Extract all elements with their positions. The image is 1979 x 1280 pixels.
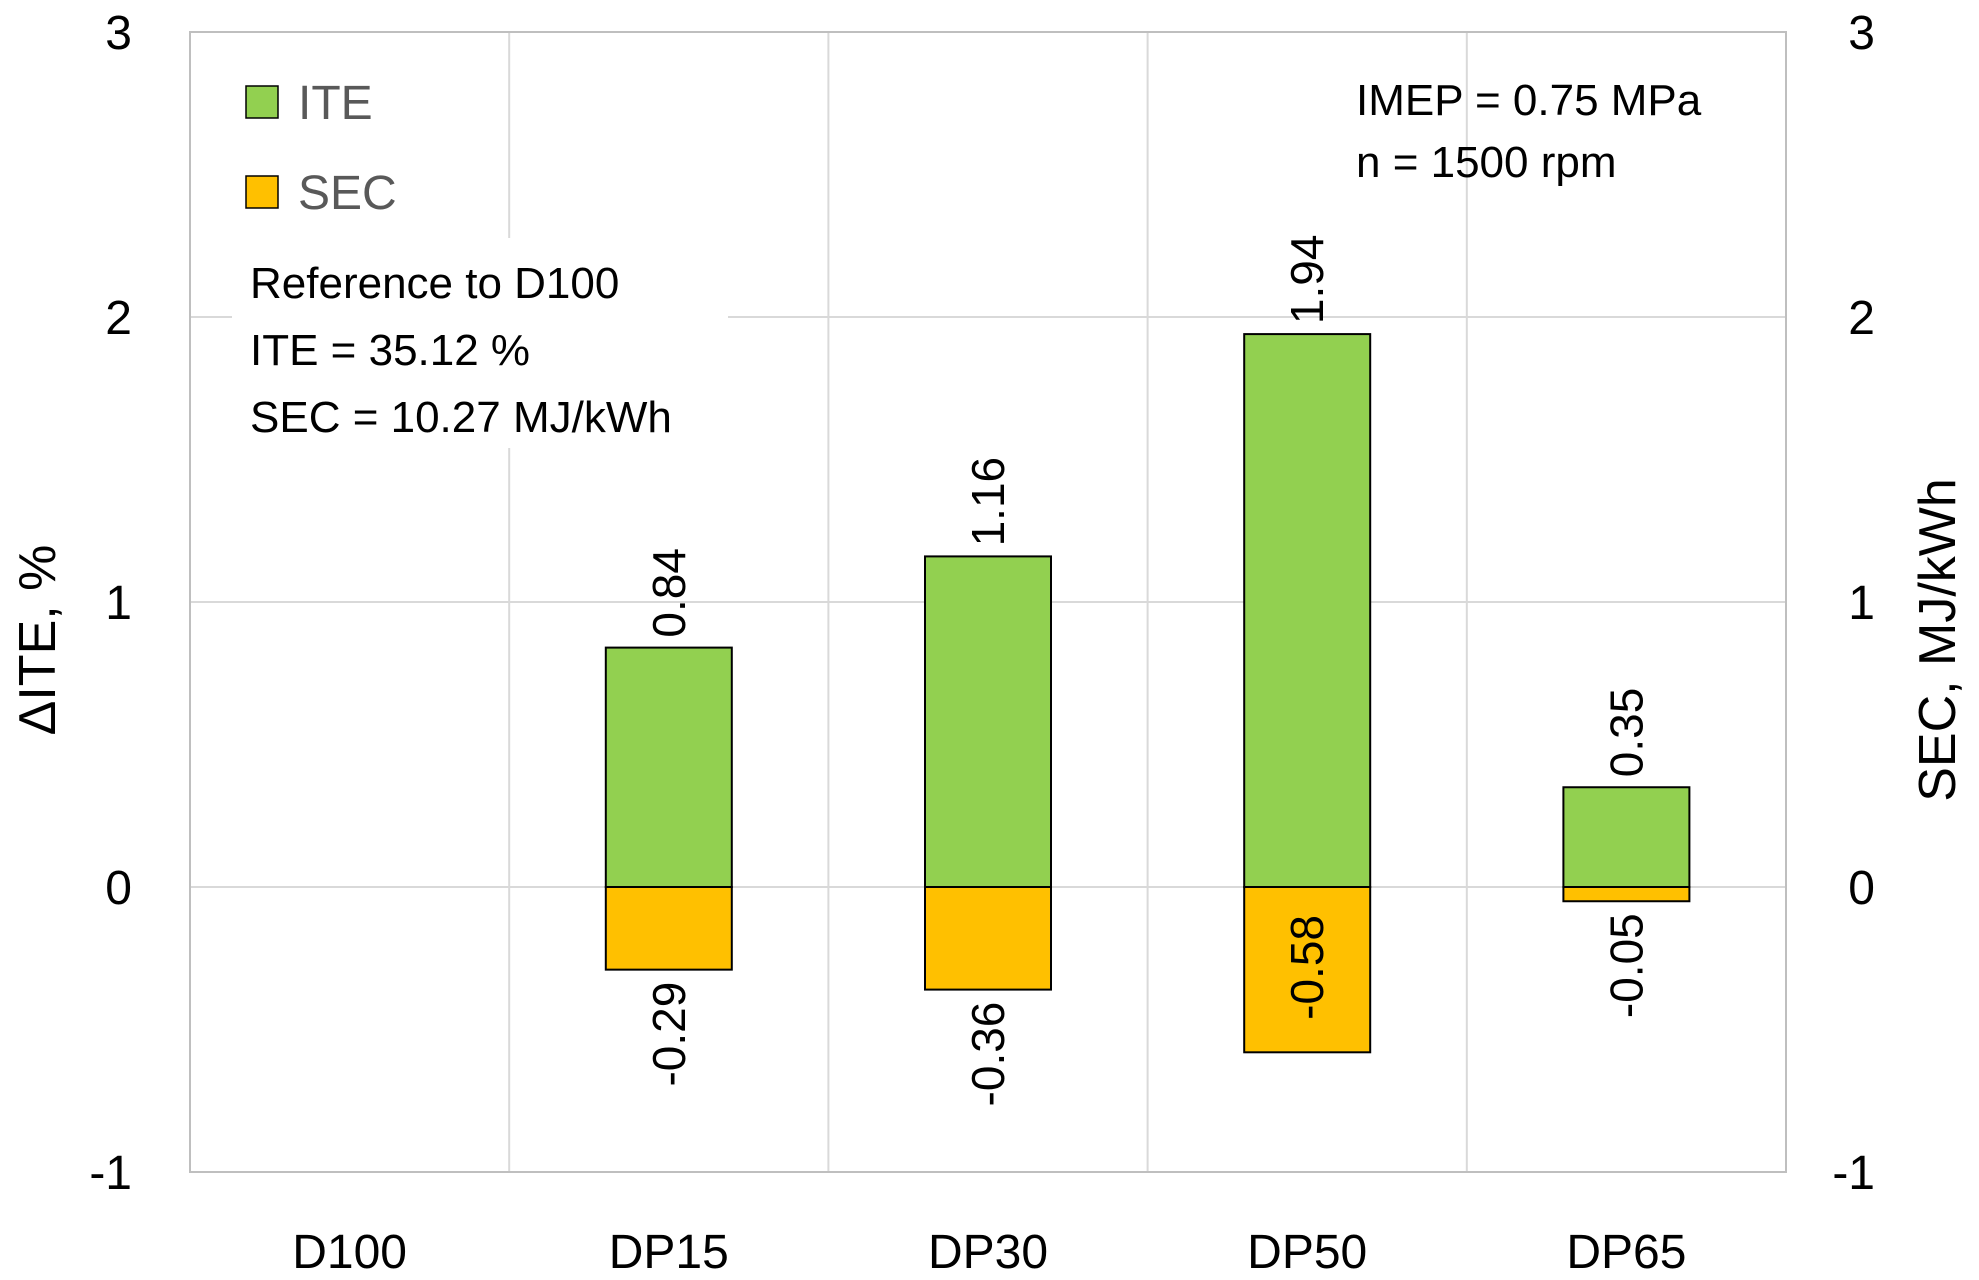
bar-ite [1243, 333, 1372, 889]
x-tick-label: DP65 [1566, 1226, 1686, 1279]
legend-swatch-ite [245, 85, 279, 119]
legend-swatch-sec [245, 175, 279, 209]
bar-sec [1562, 886, 1691, 903]
reference-sec: SEC = 10.27 MJ/kWh [250, 393, 672, 442]
data-label-ite: 1.16 [962, 457, 1014, 547]
x-tick-label: DP30 [928, 1226, 1048, 1279]
reference-title: Reference to D100 [250, 259, 619, 308]
right-axis-ticks: -1 0 1 2 3 [1832, 7, 1875, 1200]
bar-sec [924, 886, 1052, 991]
data-label-sec: -0.29 [643, 982, 695, 1087]
category-axis-labels: D100 DP15 DP30 DP50 DP65 [292, 1226, 1686, 1279]
x-tick-label: D100 [292, 1226, 407, 1279]
legend-label-sec: SEC [298, 167, 397, 220]
data-label-ite: 0.84 [643, 548, 695, 638]
bar-ite [604, 646, 733, 888]
x-tick-label: DP50 [1247, 1226, 1367, 1279]
y-tick-label: -1 [89, 1147, 132, 1200]
y2-tick-label: 0 [1848, 862, 1875, 915]
data-label-ite: 0.35 [1600, 688, 1652, 778]
y-axis-title: ΔITE, % [9, 545, 67, 736]
plot-area-frame [189, 31, 1787, 1173]
data-label-sec: -0.58 [1281, 915, 1333, 1020]
speed-note: n = 1500 rpm [1356, 138, 1617, 187]
reference-ite: ITE = 35.12 % [250, 326, 530, 375]
y-tick-label: 2 [105, 292, 132, 345]
y2-axis-title: SEC, MJ/kWh [1909, 478, 1967, 802]
data-label-sec: -0.36 [962, 1002, 1014, 1107]
reference-annotation: Reference to D100 ITE = 35.12 % SEC = 10… [232, 238, 728, 448]
legend: ITE SEC [245, 77, 397, 220]
bar-ite [924, 555, 1052, 889]
bar-sec [1243, 886, 1372, 1054]
y2-tick-label: 3 [1848, 7, 1875, 60]
data-label-sec: -0.05 [1600, 913, 1652, 1018]
bar-sec [604, 886, 733, 971]
y-tick-label: 0 [105, 862, 132, 915]
y-tick-label: 1 [105, 577, 132, 630]
imep-note: IMEP = 0.75 MPa [1356, 76, 1702, 125]
bar-ite [1562, 786, 1691, 888]
y2-tick-label: 1 [1848, 577, 1875, 630]
bars-group [604, 333, 1691, 1054]
data-label-ite: 1.94 [1281, 235, 1333, 325]
y2-tick-label: 2 [1848, 292, 1875, 345]
y-tick-label: 3 [105, 7, 132, 60]
x-tick-label: DP15 [609, 1226, 729, 1279]
left-axis-ticks: -1 0 1 2 3 [89, 7, 132, 1200]
data-labels: 0.84 1.16 1.94 0.35 -0.29 -0.36 -0.58 -0.05 [643, 235, 1653, 1107]
y2-tick-label: -1 [1832, 1147, 1875, 1200]
conditions-annotation: IMEP = 0.75 MPa n = 1500 rpm [1356, 76, 1702, 187]
legend-label-ite: ITE [298, 77, 373, 130]
